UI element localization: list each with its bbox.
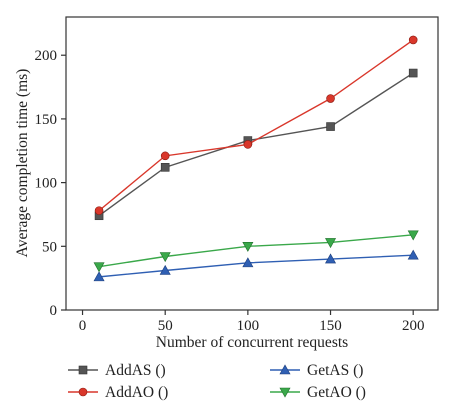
- data-point: [407, 249, 419, 260]
- data-point: [93, 271, 105, 282]
- legend-marker: [279, 364, 291, 375]
- y-axis: 0 50 100 150 200: [35, 48, 66, 319]
- series-line: [98, 39, 414, 212]
- x-axis-title: Number of concurrent requests: [156, 334, 348, 351]
- series-1: [94, 68, 418, 221]
- legend-item: GetAO (): [270, 384, 366, 401]
- y-tick-label: 50: [42, 239, 57, 255]
- data-point: [408, 68, 418, 78]
- data-point: [159, 264, 171, 275]
- y-axis-title: Average completion time (ms): [14, 69, 31, 258]
- legend-label: GetAS (): [307, 362, 363, 379]
- series-layer: [93, 35, 419, 282]
- data-point: [325, 253, 337, 264]
- legend-marker: [279, 387, 291, 398]
- legend-label: AddAS (): [105, 362, 166, 379]
- x-tick-label: 100: [237, 318, 260, 334]
- series-4: [93, 230, 419, 273]
- data-point: [94, 206, 104, 215]
- data-point: [160, 151, 170, 161]
- legend-item: GetAS (): [270, 362, 363, 379]
- x-axis: 0 50 100 150 200: [79, 310, 425, 334]
- series-line: [98, 72, 414, 217]
- y-tick-label: 200: [35, 48, 58, 64]
- data-point: [93, 262, 105, 273]
- data-point: [326, 122, 335, 131]
- x-tick-label: 50: [158, 318, 173, 334]
- data-point: [408, 35, 418, 45]
- legend-marker: [78, 387, 88, 397]
- legend-label: AddAO (): [105, 384, 168, 401]
- legend: AddAS () AddAO () GetAS () GetAO (): [68, 362, 366, 401]
- y-tick-label: 150: [35, 112, 58, 128]
- x-tick-label: 0: [79, 318, 87, 334]
- plot-frame: [65, 16, 439, 311]
- series-3: [93, 249, 419, 282]
- data-point: [407, 230, 419, 241]
- data-point: [242, 242, 254, 252]
- data-point: [160, 163, 170, 172]
- legend-item: AddAO (): [68, 384, 168, 401]
- legend-label: GetAO (): [307, 384, 366, 401]
- data-point: [326, 94, 335, 103]
- legend-marker: [78, 365, 88, 375]
- x-tick-label: 200: [402, 318, 425, 334]
- series-line: [98, 254, 414, 278]
- data-point: [159, 252, 171, 263]
- y-tick-label: 100: [35, 176, 58, 192]
- legend-item: AddAS (): [68, 362, 166, 379]
- data-point: [325, 238, 337, 249]
- data-point: [243, 140, 253, 149]
- x-tick-label: 150: [319, 318, 342, 334]
- series-2: [94, 35, 418, 215]
- y-tick-label: 0: [50, 303, 58, 319]
- data-point: [242, 257, 254, 268]
